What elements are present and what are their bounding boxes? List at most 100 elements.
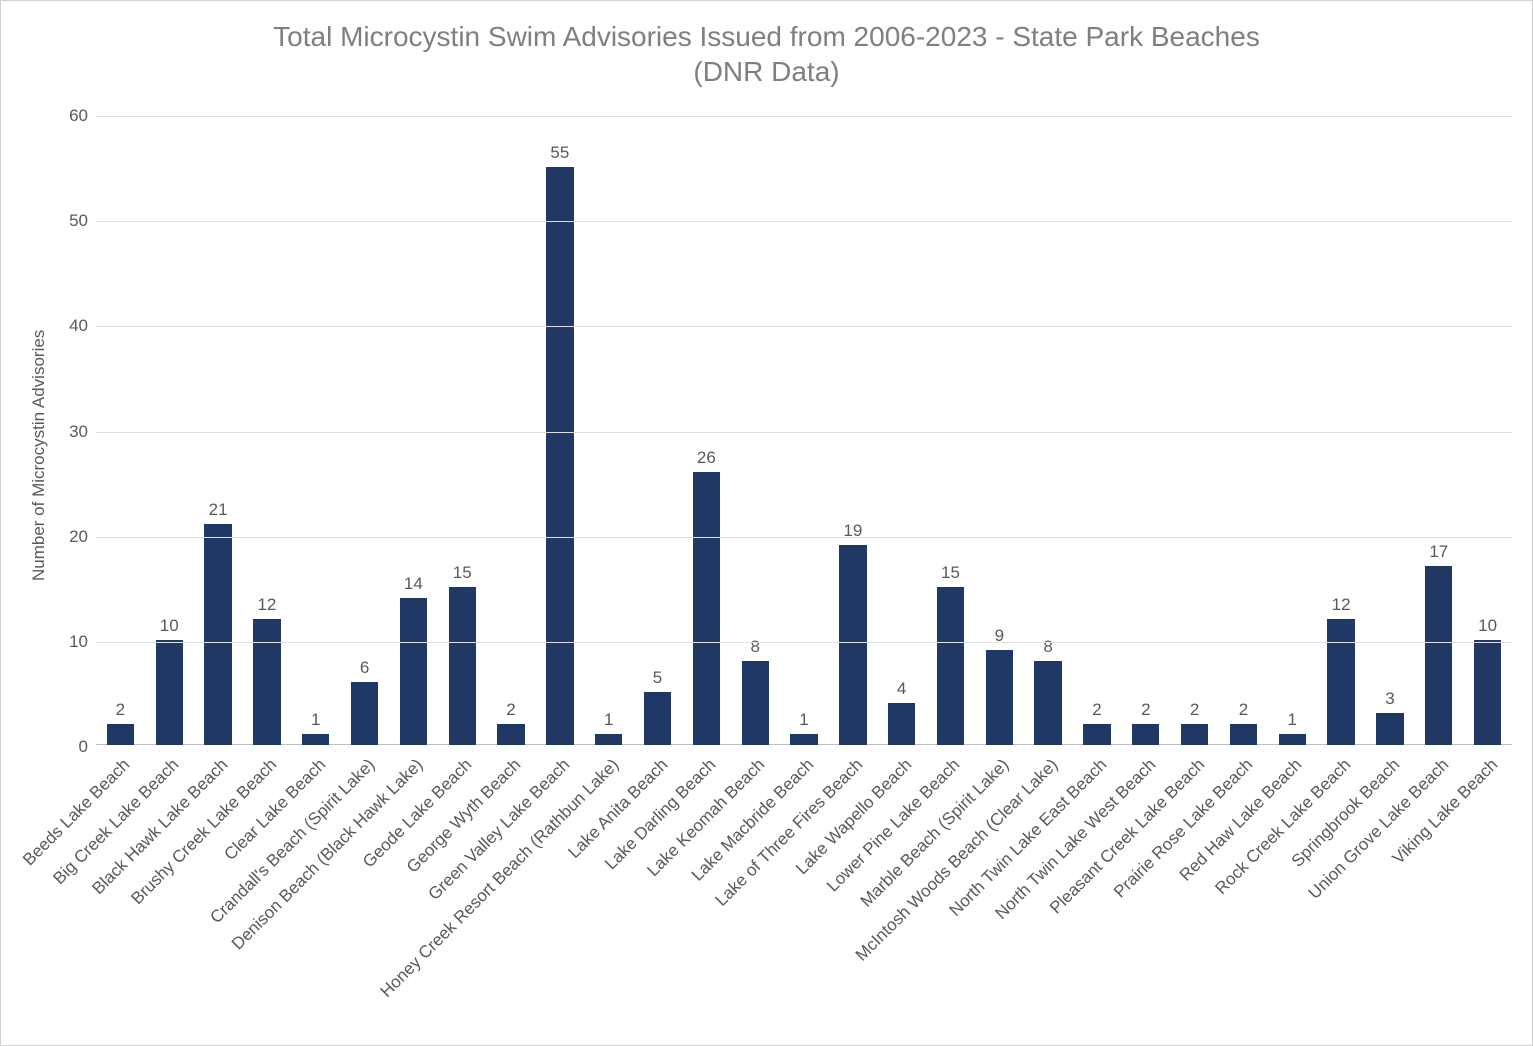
bar-value-label: 55 xyxy=(550,143,569,163)
bar-value-label: 1 xyxy=(1288,710,1297,730)
bar-slot: 2 xyxy=(1073,116,1122,745)
bar-value-label: 1 xyxy=(311,710,320,730)
bar-value-label: 6 xyxy=(360,658,369,678)
bar xyxy=(107,724,134,745)
bar-value-label: 2 xyxy=(116,700,125,720)
gridline xyxy=(96,221,1512,222)
bar xyxy=(1376,713,1403,745)
bar xyxy=(302,734,329,745)
gridline xyxy=(96,432,1512,433)
chart-title-line2: (DNR Data) xyxy=(1,54,1532,89)
bar-value-label: 2 xyxy=(506,700,515,720)
gridline xyxy=(96,326,1512,327)
bar xyxy=(497,724,524,745)
x-label-slot: Viking Lake Beach xyxy=(1463,753,1512,1033)
bar-value-label: 21 xyxy=(209,500,228,520)
bar-value-label: 19 xyxy=(843,521,862,541)
bar xyxy=(595,734,622,745)
bar-slot: 2 xyxy=(1170,116,1219,745)
bar-slot: 14 xyxy=(389,116,438,745)
bar-value-label: 1 xyxy=(799,710,808,730)
plot-area: 2102112161415255152681194159822221123171… xyxy=(96,116,1512,745)
bar-value-label: 2 xyxy=(1141,700,1150,720)
bar-slot: 8 xyxy=(1024,116,1073,745)
chart-title: Total Microcystin Swim Advisories Issued… xyxy=(1,1,1532,89)
bar-value-label: 1 xyxy=(604,710,613,730)
bar-slot: 15 xyxy=(438,116,487,745)
bar-slot: 9 xyxy=(975,116,1024,745)
bar xyxy=(1474,640,1501,745)
bar xyxy=(742,661,769,745)
bar xyxy=(351,682,378,745)
bar-value-label: 3 xyxy=(1385,689,1394,709)
bar-slot: 2 xyxy=(1219,116,1268,745)
y-tick-label: 0 xyxy=(48,737,88,757)
bar-value-label: 15 xyxy=(453,563,472,583)
bar xyxy=(1132,724,1159,745)
bar-value-label: 9 xyxy=(995,626,1004,646)
bar xyxy=(156,640,183,745)
bar-slot: 4 xyxy=(877,116,926,745)
y-axis-label: Number of Microcystin Advisories xyxy=(29,330,49,581)
bar-slot: 8 xyxy=(731,116,780,745)
bar xyxy=(449,587,476,745)
bar-slot: 2 xyxy=(487,116,536,745)
bar-value-label: 14 xyxy=(404,574,423,594)
bar-value-label: 12 xyxy=(257,595,276,615)
bar-slot: 26 xyxy=(682,116,731,745)
bar-slot: 55 xyxy=(535,116,584,745)
y-tick-label: 40 xyxy=(48,316,88,336)
bar-slot: 1 xyxy=(291,116,340,745)
chart-title-line1: Total Microcystin Swim Advisories Issued… xyxy=(1,19,1532,54)
bar xyxy=(1327,619,1354,745)
bar-value-label: 12 xyxy=(1332,595,1351,615)
bar-value-label: 26 xyxy=(697,448,716,468)
bar xyxy=(1034,661,1061,745)
bar-slot: 6 xyxy=(340,116,389,745)
gridline xyxy=(96,116,1512,117)
bar-value-label: 8 xyxy=(750,637,759,657)
bar-value-label: 4 xyxy=(897,679,906,699)
bar-value-label: 10 xyxy=(1478,616,1497,636)
bar-slot: 3 xyxy=(1366,116,1415,745)
bar xyxy=(1083,724,1110,745)
bar xyxy=(1230,724,1257,745)
bar xyxy=(1279,734,1306,745)
bar xyxy=(693,472,720,745)
bar-slot: 12 xyxy=(242,116,291,745)
bar-slot: 10 xyxy=(1463,116,1512,745)
y-tick-label: 10 xyxy=(48,632,88,652)
bar-slot: 1 xyxy=(584,116,633,745)
bar-slot: 1 xyxy=(1268,116,1317,745)
y-tick-label: 30 xyxy=(48,422,88,442)
gridline xyxy=(96,537,1512,538)
bar xyxy=(204,524,231,745)
bar-slot: 15 xyxy=(926,116,975,745)
bar-slot: 17 xyxy=(1414,116,1463,745)
bar-slot: 5 xyxy=(633,116,682,745)
bar xyxy=(1181,724,1208,745)
bar-slot: 19 xyxy=(828,116,877,745)
bar xyxy=(644,692,671,745)
bar-value-label: 2 xyxy=(1190,700,1199,720)
bar xyxy=(253,619,280,745)
bar-slot: 1 xyxy=(780,116,829,745)
bar-value-label: 2 xyxy=(1092,700,1101,720)
bar-slot: 21 xyxy=(194,116,243,745)
bar xyxy=(790,734,817,745)
bar xyxy=(400,598,427,745)
bar xyxy=(1425,566,1452,745)
bar-value-label: 15 xyxy=(941,563,960,583)
gridline xyxy=(96,642,1512,643)
bar xyxy=(986,650,1013,745)
bar xyxy=(888,703,915,745)
bar-slot: 12 xyxy=(1317,116,1366,745)
bar-value-label: 2 xyxy=(1239,700,1248,720)
y-tick-label: 60 xyxy=(48,106,88,126)
chart-container: Total Microcystin Swim Advisories Issued… xyxy=(0,0,1533,1046)
bar-value-label: 8 xyxy=(1043,637,1052,657)
y-tick-label: 50 xyxy=(48,211,88,231)
bar-value-label: 5 xyxy=(653,668,662,688)
bar-slot: 2 xyxy=(96,116,145,745)
bar-slot: 10 xyxy=(145,116,194,745)
